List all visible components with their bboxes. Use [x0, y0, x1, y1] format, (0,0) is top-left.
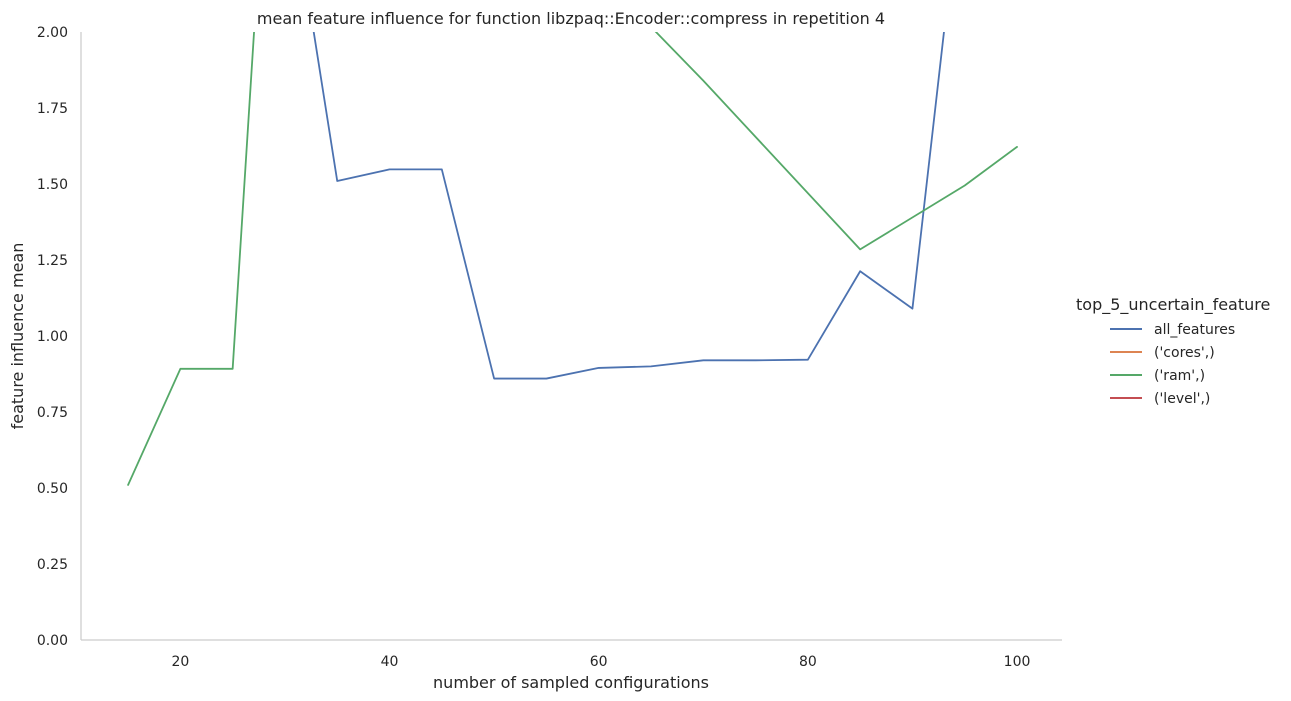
y-tick-label: 2.00 [37, 25, 68, 41]
y-tick-label: 0.00 [37, 633, 68, 649]
legend-label: ('ram',) [1154, 368, 1205, 384]
x-tick-label: 80 [799, 654, 817, 670]
y-tick-labels: 0.00 0.25 0.50 0.75 1.00 1.25 1.50 1.75 2.00 [37, 25, 68, 649]
y-tick-label: 1.25 [37, 253, 68, 269]
series-line-2 [127, 32, 1018, 486]
chart-title: mean feature influence for function libz… [257, 9, 885, 28]
y-tick-label: 0.50 [37, 481, 68, 497]
series-layer [127, 32, 1018, 486]
legend-label: ('cores',) [1154, 345, 1215, 361]
x-tick-label: 60 [590, 654, 608, 670]
x-tick-labels: 20 40 60 80 100 [171, 654, 1030, 670]
legend: top_5_uncertain_feature all_features ('co… [1076, 295, 1270, 407]
legend-items: all_features ('cores',) ('ram',) ('level',) [1110, 322, 1235, 407]
x-tick-label: 40 [381, 654, 399, 670]
series-line-0 [312, 32, 945, 380]
x-tick-label: 100 [1004, 654, 1031, 670]
legend-label: all_features [1154, 322, 1235, 338]
x-axis-label: number of sampled configurations [433, 673, 709, 692]
y-tick-label: 0.25 [37, 557, 68, 573]
y-tick-label: 0.75 [37, 405, 68, 421]
y-axis-label: feature influence mean [8, 243, 27, 430]
legend-title: top_5_uncertain_feature [1076, 295, 1270, 315]
y-tick-label: 1.50 [37, 177, 68, 193]
legend-label: ('level',) [1154, 391, 1210, 407]
y-tick-label: 1.75 [37, 101, 68, 117]
y-tick-label: 1.00 [37, 329, 68, 345]
x-tick-label: 20 [171, 654, 189, 670]
